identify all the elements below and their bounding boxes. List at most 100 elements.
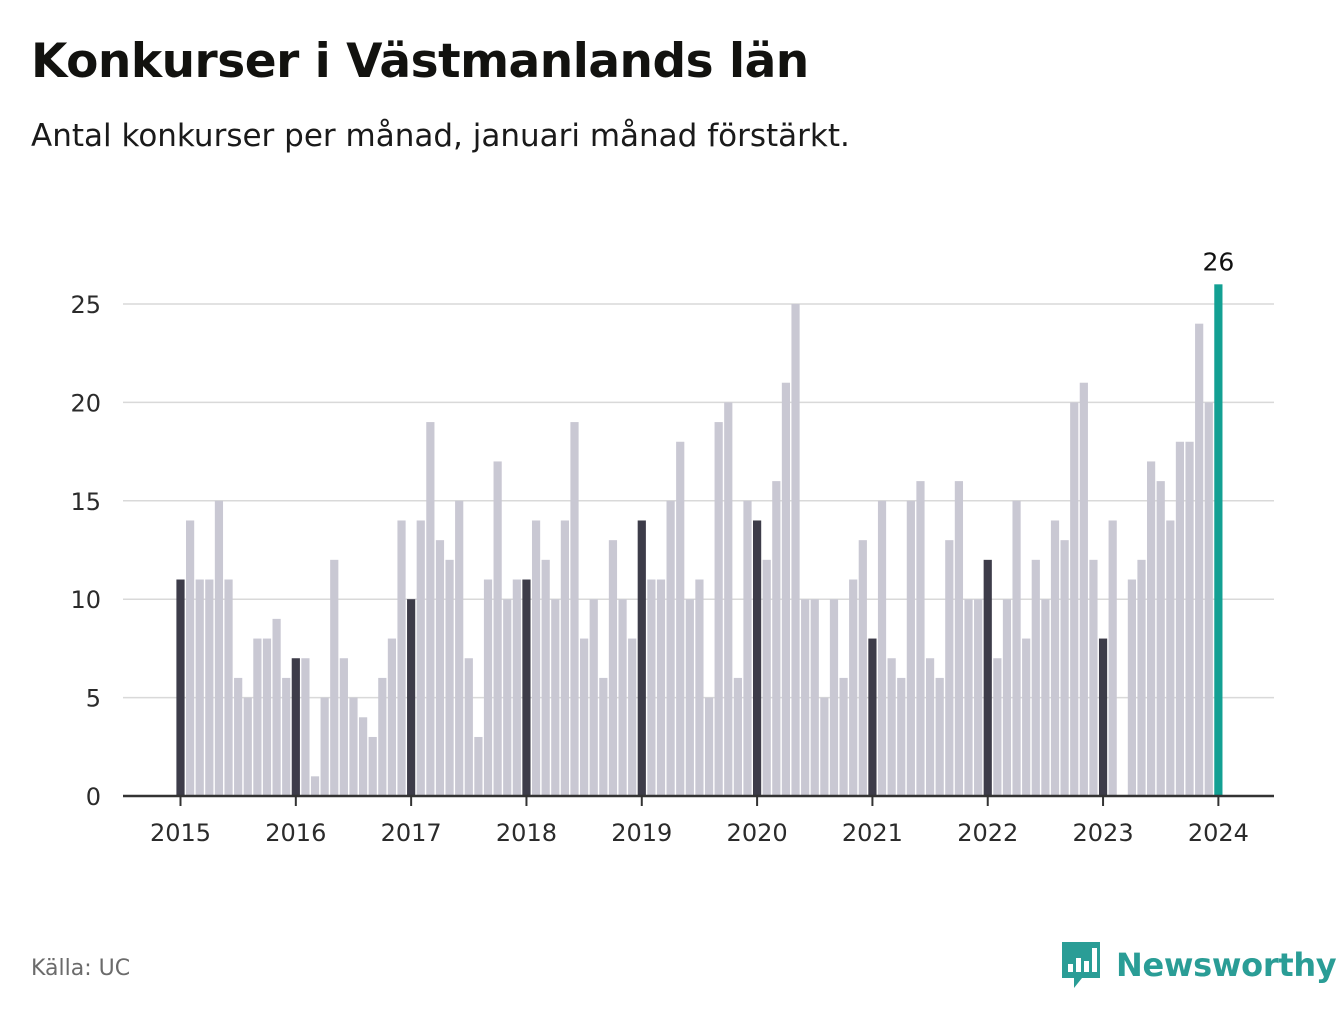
bar xyxy=(916,481,925,796)
x-tick-label: 2016 xyxy=(265,819,326,847)
bar xyxy=(1108,520,1117,796)
bar xyxy=(214,500,224,796)
bar xyxy=(234,677,243,796)
bar xyxy=(877,500,887,796)
chart-subtitle: Antal konkurser per månad, januari månad… xyxy=(31,118,850,154)
source-note: Källa: UC xyxy=(31,956,131,981)
bar xyxy=(551,599,560,796)
bar xyxy=(1204,402,1213,796)
bar xyxy=(935,677,944,796)
bar xyxy=(474,736,483,796)
bar xyxy=(186,520,195,796)
y-tick-label: 25 xyxy=(70,291,101,319)
bar xyxy=(310,776,320,796)
bar xyxy=(224,579,233,796)
bar xyxy=(483,579,493,796)
bar xyxy=(685,599,694,796)
bar xyxy=(608,540,618,796)
bar xyxy=(387,638,397,796)
bar xyxy=(1147,461,1156,796)
bar xyxy=(589,599,598,796)
bar-january xyxy=(522,579,531,796)
bar xyxy=(560,520,569,796)
bar xyxy=(964,599,973,796)
brand-logo[interactable]: Newsworthy xyxy=(1060,940,1337,990)
bar xyxy=(993,658,1002,796)
bar xyxy=(358,717,368,796)
bar xyxy=(656,579,666,796)
bar xyxy=(1070,402,1079,796)
bar xyxy=(1041,599,1050,796)
latest-value-label: 26 xyxy=(1202,247,1234,276)
bar xyxy=(810,599,819,796)
bar xyxy=(839,677,848,796)
bar xyxy=(1050,520,1060,796)
bar xyxy=(368,736,377,796)
bar-january xyxy=(407,599,416,796)
bar xyxy=(195,579,204,796)
bar xyxy=(464,658,473,796)
bar xyxy=(378,677,387,796)
bar xyxy=(541,559,550,796)
bar xyxy=(628,638,637,796)
bar xyxy=(301,658,310,796)
bar xyxy=(503,599,512,796)
bar xyxy=(580,638,589,796)
bar xyxy=(954,481,964,796)
bar xyxy=(243,697,252,796)
bars xyxy=(176,284,1223,796)
y-tick-label: 15 xyxy=(70,488,101,516)
bar xyxy=(262,638,272,796)
bar xyxy=(512,579,521,796)
bar xyxy=(1195,323,1204,796)
x-tick-label: 2015 xyxy=(150,819,211,847)
y-tick-label: 5 xyxy=(86,685,101,713)
brand-name: Newsworthy xyxy=(1116,946,1337,984)
bar xyxy=(435,540,445,796)
bar xyxy=(1012,500,1021,796)
x-tick-label: 2022 xyxy=(957,819,1018,847)
chart-title: Konkurser i Västmanlands län xyxy=(31,34,809,89)
bar xyxy=(272,618,281,796)
bar xyxy=(762,559,771,796)
bar-january xyxy=(176,579,185,796)
bar xyxy=(849,579,858,796)
bar xyxy=(339,658,348,796)
bar xyxy=(1185,441,1194,796)
bar-january xyxy=(637,520,646,796)
y-tick-label: 10 xyxy=(70,586,101,614)
bar-january xyxy=(983,559,992,796)
bar xyxy=(666,500,675,796)
bar xyxy=(599,677,608,796)
bar xyxy=(205,579,214,796)
bar xyxy=(925,658,935,796)
bar xyxy=(897,677,906,796)
bar-january xyxy=(868,638,877,796)
bar xyxy=(493,461,502,796)
bar xyxy=(445,559,454,796)
bar xyxy=(349,697,358,796)
x-tick-label: 2023 xyxy=(1073,819,1134,847)
bar-january xyxy=(753,520,762,796)
y-tick-label: 0 xyxy=(86,783,101,811)
x-tick-label: 2018 xyxy=(496,819,557,847)
bar xyxy=(1137,559,1146,796)
value-labels: 26 xyxy=(1202,247,1234,276)
bar xyxy=(1002,599,1012,796)
bar xyxy=(887,658,896,796)
bar xyxy=(455,500,464,796)
bar xyxy=(1166,520,1175,796)
bar xyxy=(743,500,752,796)
bar xyxy=(426,422,435,796)
y-axis-ticks: 0 5 10 15 20 25 xyxy=(70,291,101,811)
bar-january xyxy=(1098,638,1108,796)
bar xyxy=(1156,481,1165,796)
bar xyxy=(1089,559,1098,796)
bar xyxy=(714,422,723,796)
bar xyxy=(704,697,714,796)
bar-latest xyxy=(1214,284,1223,796)
bar-january xyxy=(291,658,300,796)
bar xyxy=(772,481,781,796)
x-tick-label: 2017 xyxy=(381,819,442,847)
